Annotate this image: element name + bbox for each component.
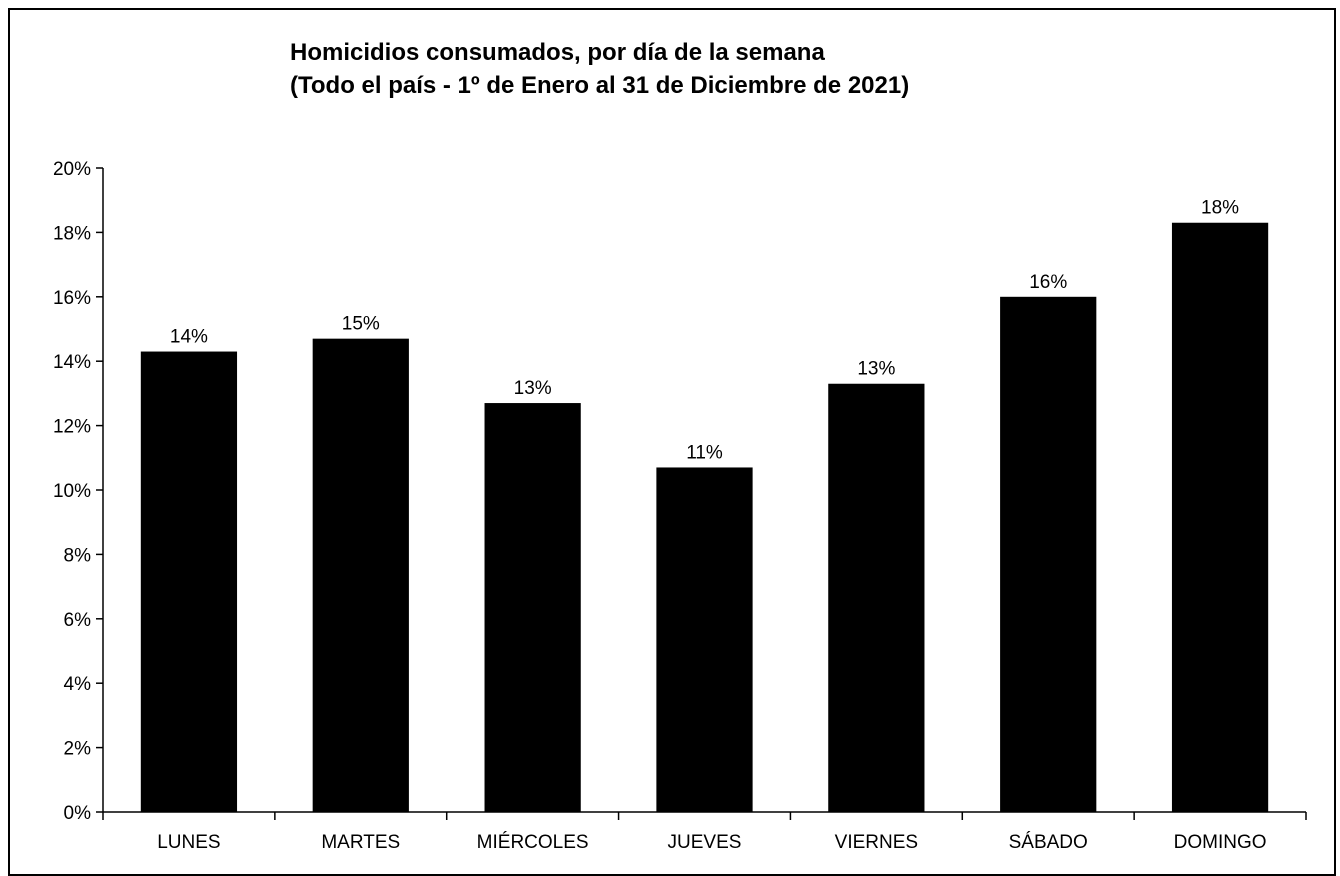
- data-label: 14%: [170, 327, 208, 348]
- category-label: LUNES: [157, 832, 220, 853]
- data-label: 13%: [514, 378, 552, 399]
- category-label: JUEVES: [668, 832, 742, 853]
- category-label: DOMINGO: [1174, 832, 1267, 853]
- bar: [140, 351, 238, 812]
- category-label: SÁBADO: [1009, 832, 1088, 853]
- bar: [484, 403, 581, 812]
- chart-title: Homicidios consumados, por día de la sem…: [290, 39, 825, 66]
- y-tick-label: 8%: [64, 545, 92, 566]
- chart-subtitle: (Todo el país - 1º de Enero al 31 de Dic…: [290, 72, 909, 99]
- data-label: 15%: [342, 314, 380, 335]
- bar: [828, 383, 925, 812]
- bar: [656, 467, 753, 812]
- bar: [1171, 222, 1269, 813]
- y-tick-label: 16%: [53, 288, 91, 309]
- y-tick-label: 14%: [53, 352, 91, 373]
- y-tick-label: 18%: [53, 223, 91, 244]
- bar: [1000, 296, 1097, 812]
- y-tick-label: 4%: [64, 674, 92, 695]
- y-tick-label: 0%: [64, 803, 92, 824]
- bar: [312, 338, 409, 812]
- data-label: 13%: [857, 359, 895, 380]
- y-tick-label: 6%: [64, 610, 92, 631]
- data-label: 16%: [1029, 272, 1067, 293]
- y-tick-label: 12%: [53, 417, 91, 438]
- data-label: 18%: [1201, 198, 1239, 219]
- category-label: VIERNES: [835, 832, 918, 853]
- y-tick-label: 2%: [64, 739, 92, 760]
- category-label: MIÉRCOLES: [477, 832, 589, 853]
- y-tick-label: 10%: [53, 481, 91, 502]
- category-label: MARTES: [321, 832, 400, 853]
- y-tick-label: 20%: [53, 159, 91, 180]
- data-label: 11%: [686, 442, 723, 463]
